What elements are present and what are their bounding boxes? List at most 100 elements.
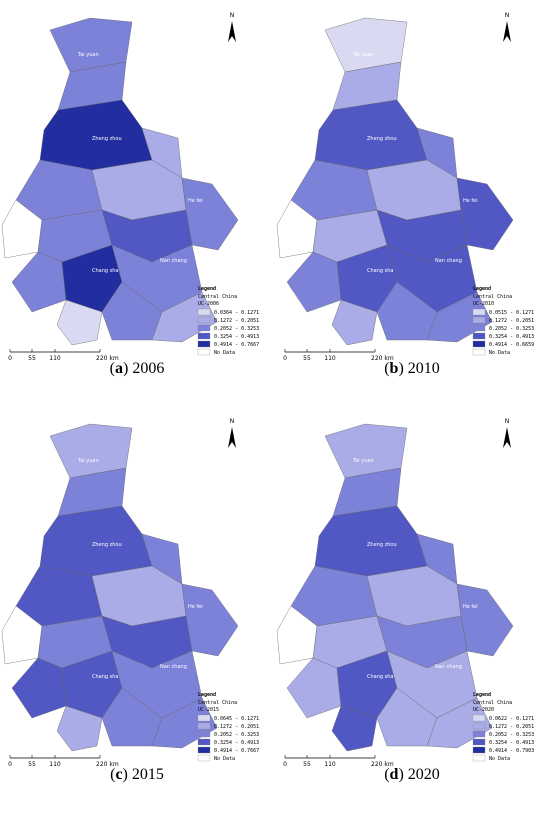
legend-swatch xyxy=(472,332,486,340)
region xyxy=(56,705,103,752)
legend-title: Legend xyxy=(473,286,491,292)
city-label: Nan chang xyxy=(160,258,187,264)
city-label: Zheng zhou xyxy=(92,542,122,548)
legend-subtitle: Central China xyxy=(198,700,237,706)
region xyxy=(49,17,133,73)
city-label: Tai yuan xyxy=(77,52,99,58)
legend-swatch xyxy=(197,730,211,738)
legend-swatch xyxy=(197,340,211,348)
city-label: He fei xyxy=(188,604,203,610)
caption-letter: d xyxy=(390,766,399,783)
legend-label: 0.2052 - 0.3253 xyxy=(489,326,534,332)
scale-label: 110 xyxy=(324,355,336,362)
city-label: He fei xyxy=(463,198,478,204)
legend-label: 0.4914 - 0.7667 xyxy=(214,748,259,754)
caption-prefix: ( xyxy=(384,766,389,783)
region xyxy=(286,251,342,313)
legend-label: 0.4914 - 0.7903 xyxy=(489,748,534,754)
caption-letter: a xyxy=(115,360,123,377)
legend-swatch xyxy=(197,738,211,746)
region xyxy=(56,299,103,346)
legend-label: 0.0364 - 0.1271 xyxy=(214,310,259,316)
legend-label: 0.2052 - 0.3253 xyxy=(214,732,259,738)
scale-label: 220 km xyxy=(371,355,394,362)
city-label: Tai yuan xyxy=(77,458,99,464)
map-panel: Tai yuan Zheng zhou He fei Chang sha Nan cha… xyxy=(276,418,534,783)
city-label: Tai yuan xyxy=(352,458,374,464)
legend-swatch xyxy=(197,308,211,316)
region xyxy=(39,99,153,171)
legend-label: 0.3254 - 0.4913 xyxy=(214,740,259,746)
legend-label: 0.3254 - 0.4913 xyxy=(214,334,259,340)
legend-label: 0.1272 - 0.2051 xyxy=(214,724,259,730)
north-label: N xyxy=(230,12,235,19)
scale-label: 110 xyxy=(49,761,61,768)
legend-label: 0.2052 - 0.3253 xyxy=(214,326,259,332)
scale-label: 110 xyxy=(324,761,336,768)
city-label: Nan chang xyxy=(160,664,187,670)
legend-title: Legend xyxy=(198,286,216,292)
north-arrow xyxy=(503,427,511,448)
legend-swatch xyxy=(197,722,211,730)
legend-field: UC-2010 xyxy=(473,301,494,307)
legend-title: Legend xyxy=(473,692,491,698)
legend-field: UC-2006 xyxy=(198,301,219,307)
legend-subtitle: Central China xyxy=(473,700,512,706)
city-label: Chang sha xyxy=(92,674,119,680)
region xyxy=(49,423,133,479)
region xyxy=(276,605,318,665)
city-label: Chang sha xyxy=(367,674,394,680)
legend-label: 0.4914 - 0.7667 xyxy=(214,342,259,348)
caption-text: ) 2020 xyxy=(398,766,439,783)
legend-label: 0.1272 - 0.2051 xyxy=(489,724,534,730)
caption: (b) 2010 xyxy=(384,360,440,377)
legend-subtitle: Central China xyxy=(198,294,237,300)
scale-label: 110 xyxy=(49,355,61,362)
caption-prefix: ( xyxy=(110,766,115,783)
region xyxy=(39,505,153,577)
map-panel: Tai yuan Zheng zhou He fei Chang sha Nan cha… xyxy=(1,12,259,377)
legend-title: Legend xyxy=(198,692,216,698)
caption-letter: b xyxy=(390,360,399,377)
region xyxy=(11,657,67,719)
north-label: N xyxy=(505,12,510,19)
map-panel: Tai yuan Zheng zhou He fei Chang sha Nan cha… xyxy=(1,418,259,783)
caption-letter: c xyxy=(115,766,122,783)
caption-text: ) 2015 xyxy=(123,766,164,783)
legend-swatch xyxy=(472,324,486,332)
legend-label: No Data xyxy=(489,350,510,356)
region xyxy=(286,657,342,719)
legend-label: No Data xyxy=(489,756,510,762)
city-label: Zheng zhou xyxy=(367,136,397,142)
caption-prefix: ( xyxy=(110,360,115,377)
caption: (a) 2006 xyxy=(110,360,165,377)
legend-label: 0.3254 - 0.4913 xyxy=(489,740,534,746)
legend-swatch xyxy=(472,340,486,348)
legend-swatch xyxy=(197,746,211,754)
legend-swatch xyxy=(197,332,211,340)
city-label: Nan chang xyxy=(435,258,462,264)
scale-label: 0 xyxy=(8,761,12,768)
city-label: He fei xyxy=(463,604,478,610)
city-label: Zheng zhou xyxy=(367,542,397,548)
legend-label: 0.3254 - 0.4913 xyxy=(489,334,534,340)
legend-swatch xyxy=(472,722,486,730)
north-arrow xyxy=(228,21,236,42)
region xyxy=(11,251,67,313)
region xyxy=(314,99,428,171)
scale-label: 220 km xyxy=(96,761,119,768)
legend-swatch xyxy=(472,754,486,762)
legend-subtitle: Central China xyxy=(473,294,512,300)
caption-text: ) 2006 xyxy=(123,360,164,377)
north-label: N xyxy=(505,418,510,425)
region xyxy=(331,705,378,752)
legend-swatch xyxy=(472,730,486,738)
city-label: Chang sha xyxy=(92,268,119,274)
legend-swatch xyxy=(472,746,486,754)
scale-label: 55 xyxy=(303,355,311,362)
north-arrow xyxy=(228,427,236,448)
map-panel: Tai yuan Zheng zhou He fei Chang sha Nan cha… xyxy=(276,12,534,377)
north-arrow xyxy=(503,21,511,42)
scale-label: 220 km xyxy=(96,355,119,362)
region xyxy=(1,199,43,259)
